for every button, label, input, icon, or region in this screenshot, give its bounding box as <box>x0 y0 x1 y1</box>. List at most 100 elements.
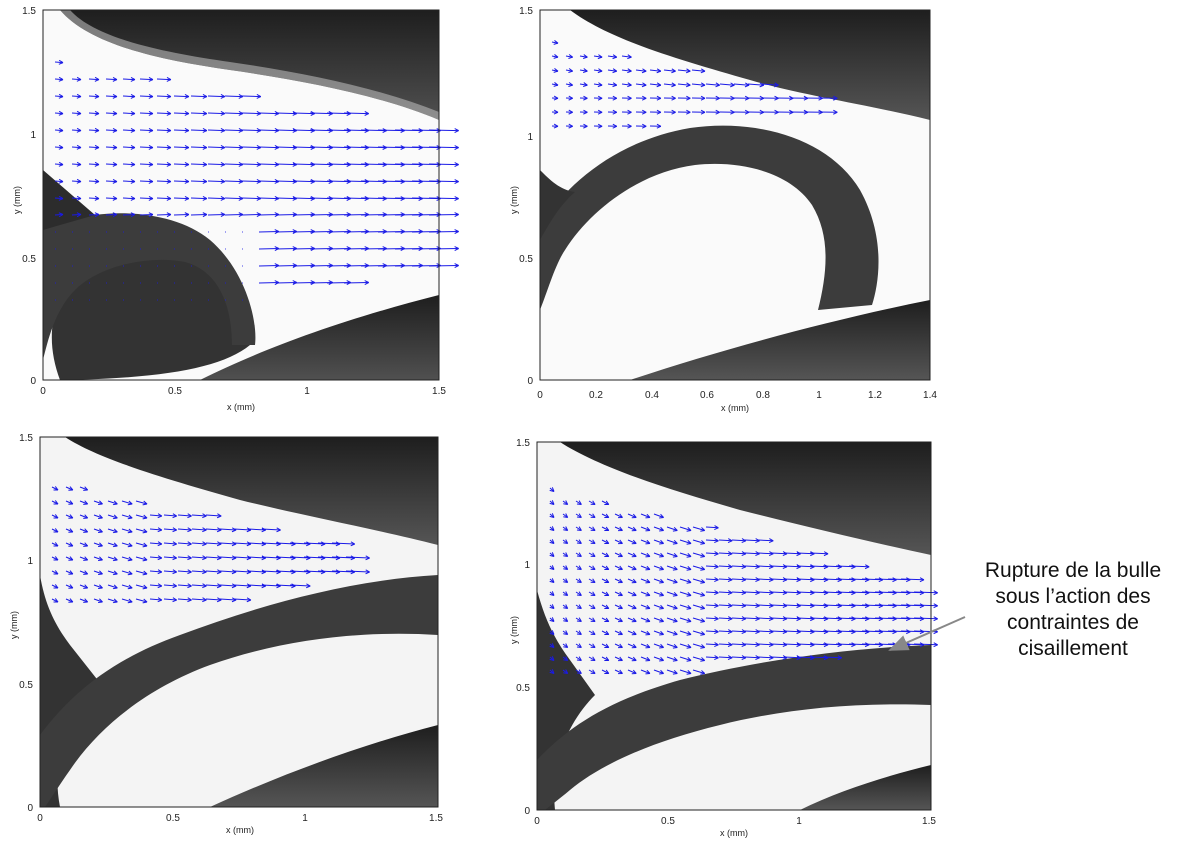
plot-frame <box>39 436 439 808</box>
velocity-vector <box>666 552 678 557</box>
vector-head <box>618 578 623 584</box>
velocity-vector <box>54 112 64 115</box>
vector-head <box>220 162 226 167</box>
velocity-vector <box>224 112 243 115</box>
vector-head <box>549 539 555 544</box>
velocity-vector <box>614 643 623 648</box>
velocity-vector <box>796 591 815 594</box>
vector-head <box>246 597 252 603</box>
velocity-vector <box>207 95 225 98</box>
velocity-vector <box>718 578 733 581</box>
velocity-vector <box>121 584 133 589</box>
vector-head <box>172 555 177 561</box>
vector-head <box>919 577 925 583</box>
velocity-vector <box>122 197 135 200</box>
vector-head <box>142 528 148 534</box>
vector-head <box>659 513 664 519</box>
vector-head <box>700 540 706 545</box>
velocity-vector <box>635 69 647 72</box>
velocity-vector <box>207 112 225 115</box>
vector-head <box>454 145 459 150</box>
velocity-vector <box>783 604 801 607</box>
vector-head <box>68 598 74 603</box>
panel-1-svg: 0 0.5 1 1.5 0 0.5 1 1.5 x (mm) y (mm) <box>12 6 459 412</box>
y-tick-label: 1 <box>30 130 36 141</box>
velocity-vector <box>649 83 661 86</box>
velocity-vector <box>54 163 64 166</box>
velocity-vector <box>666 643 678 648</box>
y-tick-label: 1 <box>27 556 33 567</box>
velocity-vector <box>173 180 189 183</box>
velocity-vector <box>345 570 370 573</box>
vector-head <box>590 526 596 531</box>
vector-head <box>157 597 163 603</box>
vector-head <box>590 539 596 544</box>
vector-head <box>202 513 207 519</box>
vector-head <box>672 591 678 597</box>
velocity-vector <box>207 214 225 216</box>
velocity-vector <box>679 617 692 622</box>
vector-head <box>685 68 691 74</box>
velocity-vector <box>783 643 801 646</box>
vector-head <box>563 526 569 531</box>
vector-head <box>714 616 719 621</box>
vector-head <box>686 631 692 636</box>
velocity-vector <box>835 591 856 594</box>
vector-head <box>94 93 100 99</box>
vector-head <box>454 212 459 218</box>
vector-head <box>53 556 59 561</box>
velocity-vector <box>607 69 617 72</box>
velocity-vector <box>224 180 243 183</box>
vector-head <box>202 145 208 150</box>
vector-head <box>83 514 89 519</box>
vector-head <box>686 605 692 610</box>
vector-head <box>590 617 596 622</box>
velocity-vector <box>718 539 733 542</box>
vector-head <box>604 578 610 583</box>
velocity-vector <box>54 78 64 81</box>
velocity-vector <box>163 570 177 573</box>
velocity-vector <box>770 578 787 581</box>
velocity-vector <box>822 656 842 659</box>
velocity-vector <box>105 146 117 149</box>
vector-head <box>700 657 706 662</box>
vector-head <box>631 513 637 519</box>
vector-head <box>94 76 100 82</box>
vector-head <box>700 68 706 74</box>
velocity-vector <box>258 248 279 250</box>
vector-head <box>130 144 136 150</box>
vector-head <box>631 656 637 662</box>
velocity-vector <box>241 112 261 115</box>
velocity-vector <box>640 643 651 648</box>
vector-head <box>659 656 664 662</box>
vector-head <box>142 570 148 576</box>
velocity-vector <box>258 112 279 115</box>
vector-head <box>172 569 177 575</box>
bubble <box>43 170 256 360</box>
vector-head <box>53 528 59 533</box>
y-tick-label: 0 <box>524 806 530 817</box>
vector-head <box>166 127 172 133</box>
vector-head <box>568 123 573 129</box>
vector-head <box>631 578 637 584</box>
velocity-vector <box>848 630 870 633</box>
vector-head <box>576 578 582 583</box>
vector-head <box>727 577 733 583</box>
vector-head <box>645 656 651 662</box>
velocity-vector <box>191 584 207 587</box>
vector-head <box>618 643 623 649</box>
vector-head <box>618 552 623 558</box>
vector-head <box>659 552 664 558</box>
velocity-vector <box>848 604 870 607</box>
velocity-vector <box>588 552 596 557</box>
vector-head <box>202 597 207 603</box>
velocity-vector <box>796 656 815 659</box>
vector-head <box>568 54 573 59</box>
annotation-line: contraintes de <box>1007 611 1139 634</box>
vector-head <box>157 583 163 589</box>
vector-head <box>454 128 459 133</box>
velocity-vector <box>258 214 279 216</box>
velocity-vector <box>224 163 243 166</box>
vector-head <box>645 552 651 558</box>
velocity-vector <box>783 578 801 581</box>
